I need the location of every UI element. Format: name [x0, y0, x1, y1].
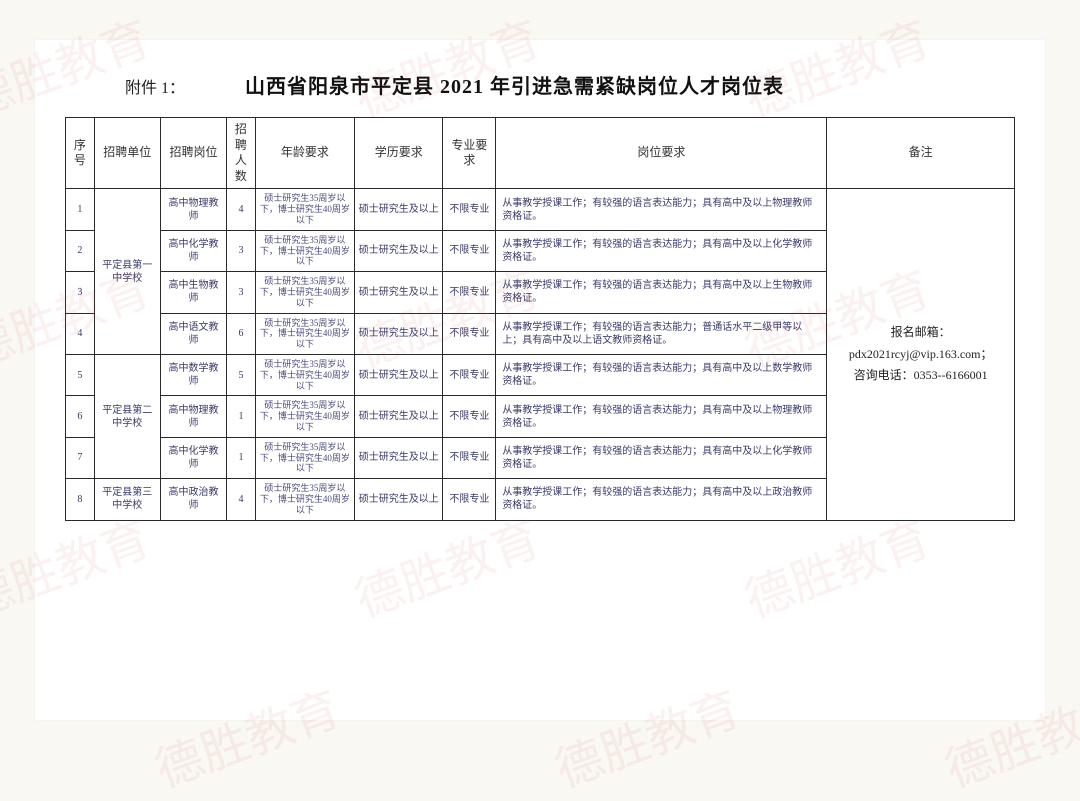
cell-req: 从事教学授课工作；有较强的语言表达能力；具有高中及以上物理教师资格证。	[496, 189, 827, 230]
cell-edu: 硕士研究生及以上	[355, 313, 443, 354]
cell-req: 从事教学授课工作；有较强的语言表达能力；具有高中及以上数学教师资格证。	[496, 354, 827, 395]
cell-idx: 7	[66, 437, 95, 478]
cell-post: 高中物理教师	[160, 189, 226, 230]
col-num: 招聘人数	[227, 118, 256, 189]
cell-unit: 平定县第二中学校	[94, 354, 160, 478]
table-body: 1平定县第一中学校高中物理教师4硕士研究生35周岁以下，博士研究生40周岁以下硕…	[66, 189, 1015, 520]
page-title: 山西省阳泉市平定县 2021 年引进急需紧缺岗位人才岗位表	[245, 70, 784, 99]
cell-age: 硕士研究生35周岁以下，博士研究生40周岁以下	[255, 479, 354, 520]
cell-age: 硕士研究生35周岁以下，博士研究生40周岁以下	[255, 354, 354, 395]
cell-post: 高中政治教师	[160, 479, 226, 520]
cell-idx: 3	[66, 272, 95, 313]
cell-major: 不限专业	[443, 354, 496, 395]
cell-idx: 2	[66, 230, 95, 271]
col-req: 岗位要求	[496, 118, 827, 189]
cell-edu: 硕士研究生及以上	[355, 479, 443, 520]
cell-num: 1	[227, 437, 256, 478]
table-row: 1平定县第一中学校高中物理教师4硕士研究生35周岁以下，博士研究生40周岁以下硕…	[66, 189, 1015, 230]
table-header-row: 序号 招聘单位 招聘岗位 招聘人数 年龄要求 学历要求 专业要求 岗位要求 备注	[66, 118, 1015, 189]
cell-num: 3	[227, 272, 256, 313]
cell-age: 硕士研究生35周岁以下，博士研究生40周岁以下	[255, 272, 354, 313]
cell-edu: 硕士研究生及以上	[355, 189, 443, 230]
col-edu: 学历要求	[355, 118, 443, 189]
cell-major: 不限专业	[443, 189, 496, 230]
attachment-label: 附件 1：	[125, 74, 185, 98]
cell-req: 从事教学授课工作；有较强的语言表达能力；普通话水平二级甲等以上；具有高中及以上语…	[496, 313, 827, 354]
cell-edu: 硕士研究生及以上	[355, 437, 443, 478]
document-sheet: 附件 1： 山西省阳泉市平定县 2021 年引进急需紧缺岗位人才岗位表 序号 招…	[35, 40, 1045, 720]
cell-remark: 报名邮箱： pdx2021rcyj@vip.163.com； 咨询电话：0353…	[827, 189, 1015, 520]
cell-age: 硕士研究生35周岁以下，博士研究生40周岁以下	[255, 437, 354, 478]
cell-age: 硕士研究生35周岁以下，博士研究生40周岁以下	[255, 313, 354, 354]
cell-post: 高中化学教师	[160, 437, 226, 478]
cell-num: 4	[227, 479, 256, 520]
cell-major: 不限专业	[443, 479, 496, 520]
col-age: 年龄要求	[255, 118, 354, 189]
cell-num: 5	[227, 354, 256, 395]
col-remark: 备注	[827, 118, 1015, 189]
cell-age: 硕士研究生35周岁以下，博士研究生40周岁以下	[255, 189, 354, 230]
cell-edu: 硕士研究生及以上	[355, 272, 443, 313]
cell-num: 1	[227, 396, 256, 437]
cell-major: 不限专业	[443, 437, 496, 478]
cell-req: 从事教学授课工作；有较强的语言表达能力；具有高中及以上政治教师资格证。	[496, 479, 827, 520]
cell-age: 硕士研究生35周岁以下，博士研究生40周岁以下	[255, 230, 354, 271]
cell-post: 高中语文教师	[160, 313, 226, 354]
cell-post: 高中生物教师	[160, 272, 226, 313]
positions-table: 序号 招聘单位 招聘岗位 招聘人数 年龄要求 学历要求 专业要求 岗位要求 备注…	[65, 117, 1015, 521]
cell-post: 高中物理教师	[160, 396, 226, 437]
col-unit: 招聘单位	[94, 118, 160, 189]
cell-req: 从事教学授课工作；有较强的语言表达能力；具有高中及以上化学教师资格证。	[496, 437, 827, 478]
cell-idx: 5	[66, 354, 95, 395]
cell-major: 不限专业	[443, 272, 496, 313]
cell-unit: 平定县第一中学校	[94, 189, 160, 355]
cell-age: 硕士研究生35周岁以下，博士研究生40周岁以下	[255, 396, 354, 437]
cell-req: 从事教学授课工作；有较强的语言表达能力；具有高中及以上化学教师资格证。	[496, 230, 827, 271]
cell-post: 高中数学教师	[160, 354, 226, 395]
col-post: 招聘岗位	[160, 118, 226, 189]
cell-edu: 硕士研究生及以上	[355, 230, 443, 271]
cell-major: 不限专业	[443, 396, 496, 437]
cell-idx: 6	[66, 396, 95, 437]
col-idx: 序号	[66, 118, 95, 189]
cell-req: 从事教学授课工作；有较强的语言表达能力；具有高中及以上物理教师资格证。	[496, 396, 827, 437]
cell-idx: 4	[66, 313, 95, 354]
cell-req: 从事教学授课工作；有较强的语言表达能力；具有高中及以上生物教师资格证。	[496, 272, 827, 313]
cell-post: 高中化学教师	[160, 230, 226, 271]
cell-num: 3	[227, 230, 256, 271]
cell-major: 不限专业	[443, 313, 496, 354]
header-row: 附件 1： 山西省阳泉市平定县 2021 年引进急需紧缺岗位人才岗位表	[65, 70, 1015, 99]
col-major: 专业要求	[443, 118, 496, 189]
cell-major: 不限专业	[443, 230, 496, 271]
cell-edu: 硕士研究生及以上	[355, 354, 443, 395]
cell-edu: 硕士研究生及以上	[355, 396, 443, 437]
cell-num: 6	[227, 313, 256, 354]
cell-idx: 8	[66, 479, 95, 520]
cell-idx: 1	[66, 189, 95, 230]
cell-unit: 平定县第三中学校	[94, 479, 160, 520]
cell-num: 4	[227, 189, 256, 230]
